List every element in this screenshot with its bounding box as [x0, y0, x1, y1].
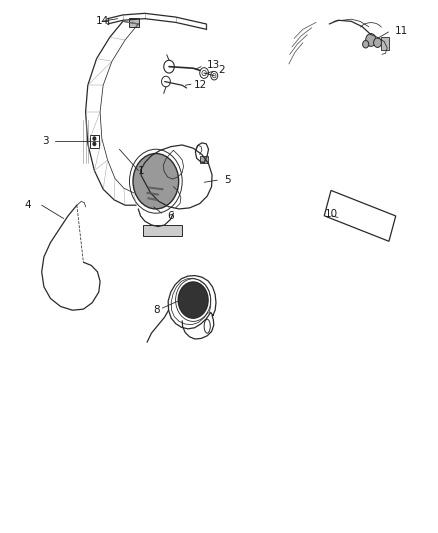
- Text: 11: 11: [394, 26, 407, 36]
- Text: 12: 12: [194, 80, 207, 90]
- Text: 5: 5: [223, 175, 230, 185]
- Text: 2: 2: [218, 66, 225, 75]
- Circle shape: [93, 137, 95, 140]
- Text: 4: 4: [24, 200, 31, 210]
- Bar: [380, 37, 388, 50]
- Text: 6: 6: [166, 211, 173, 221]
- Circle shape: [373, 38, 381, 47]
- Text: 13: 13: [207, 60, 220, 70]
- Text: 8: 8: [152, 305, 159, 315]
- Circle shape: [362, 41, 368, 48]
- Bar: [90, 135, 99, 148]
- Text: 10: 10: [324, 209, 337, 219]
- Circle shape: [93, 142, 95, 146]
- Bar: [199, 156, 207, 163]
- Text: 1: 1: [138, 166, 145, 175]
- Text: 14: 14: [95, 17, 109, 26]
- Text: 3: 3: [42, 136, 48, 146]
- Bar: [142, 225, 182, 236]
- Circle shape: [365, 34, 375, 46]
- Circle shape: [178, 282, 208, 318]
- Circle shape: [133, 154, 178, 209]
- Bar: [129, 18, 138, 27]
